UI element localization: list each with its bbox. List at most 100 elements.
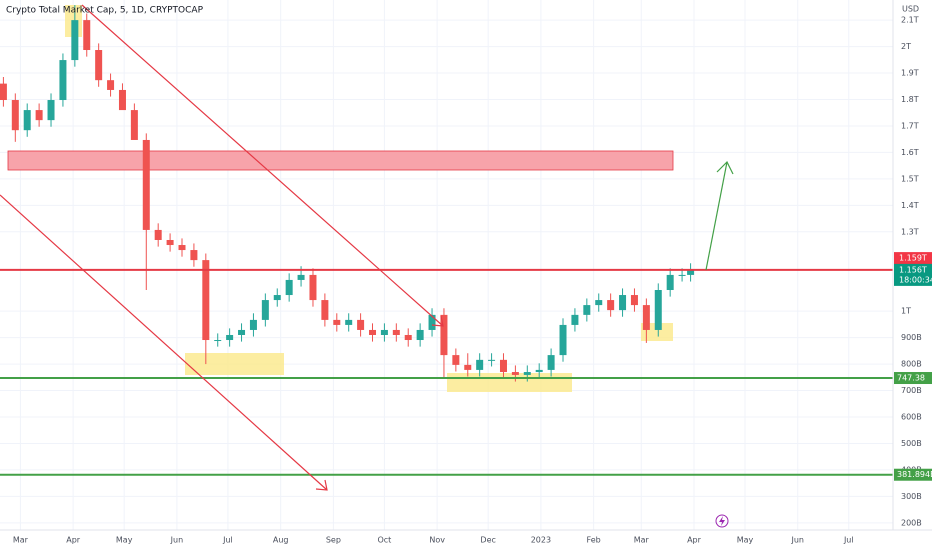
candle-body <box>357 319 365 330</box>
x-tick-label: Mar <box>13 536 29 545</box>
candle-body <box>190 250 198 261</box>
y-tick-label: 500B <box>901 439 922 448</box>
candle-body <box>452 355 460 365</box>
candle-body <box>678 274 686 276</box>
candle-body <box>321 300 329 320</box>
x-tick-label: Sep <box>326 536 341 545</box>
level-tag <box>894 372 932 385</box>
x-tick-label: Feb <box>587 536 601 545</box>
candle-body <box>166 239 174 246</box>
candle-body <box>428 314 436 330</box>
y-tick-label: 1T <box>901 307 911 316</box>
trend-line <box>81 4 444 327</box>
candle-body <box>687 269 695 275</box>
candle-body <box>0 83 7 101</box>
x-tick-label: Oct <box>377 536 391 545</box>
candle-body <box>547 355 555 370</box>
candle-body <box>511 372 519 375</box>
axes: 200B300B400B500B600B700B800B900B1T1.3T1.… <box>13 16 922 545</box>
x-tick-label: Apr <box>66 536 81 545</box>
price-tag <box>894 263 932 286</box>
y-tick-label: 800B <box>901 360 922 369</box>
highlight-box <box>185 353 284 375</box>
candle-body <box>630 295 638 306</box>
y-tick-label: 2.1T <box>901 16 919 25</box>
x-tick-label: Jun <box>790 536 804 545</box>
price-tag-label: 1.156T <box>899 265 927 274</box>
y-tick-label: 700B <box>901 386 922 395</box>
chart-title: Crypto Total Market Cap, 5, 1D, CRYPTOCA… <box>6 6 204 16</box>
candle-body <box>142 139 150 230</box>
countdown: 18:00:34 <box>899 275 932 284</box>
price-tag <box>894 252 932 265</box>
y-tick-label: 1.5T <box>901 174 919 183</box>
candle-body <box>345 319 353 325</box>
x-tick-label: May <box>116 536 133 545</box>
candle-body <box>118 89 126 111</box>
candle-body <box>595 300 603 306</box>
candle-body <box>47 100 55 121</box>
levels <box>0 268 893 476</box>
arrow-head <box>315 479 328 491</box>
x-tick-label: Dec <box>480 536 495 545</box>
candle-body <box>249 319 257 330</box>
x-tick-label: Mar <box>634 536 650 545</box>
candle-body <box>392 329 400 335</box>
candles <box>0 5 695 382</box>
event-icon[interactable] <box>715 514 729 528</box>
level-label: 747.38 <box>897 374 925 383</box>
candle-body <box>178 245 186 251</box>
level-tag <box>894 468 932 481</box>
candle-body <box>107 80 115 90</box>
candle-body <box>35 110 43 121</box>
y-tick-label: 1.3T <box>901 227 919 236</box>
candle-body <box>333 319 341 325</box>
y-unit-label: USD <box>902 5 919 14</box>
candle-body <box>214 340 222 342</box>
x-tick-label: Jun <box>170 536 184 545</box>
candle-body <box>619 295 627 311</box>
candle-body <box>654 290 662 330</box>
x-tick-label: Nov <box>429 536 445 545</box>
price-tag-label: 1.159T <box>899 254 927 263</box>
y-tick-label: 1.9T <box>901 69 919 78</box>
candle-body <box>476 359 484 370</box>
y-tick-label: 1.7T <box>901 121 919 130</box>
candle-body <box>416 329 424 341</box>
trend-arrows <box>0 4 444 491</box>
candle-body <box>297 274 305 280</box>
candle-body <box>523 372 531 375</box>
y-tick-label: 300B <box>901 492 922 501</box>
x-tick-label: Apr <box>687 536 702 545</box>
candle-body <box>23 110 31 131</box>
highlight-box <box>447 373 572 392</box>
candle-body <box>440 314 448 356</box>
candle-body <box>404 334 412 341</box>
trend-line <box>0 194 328 491</box>
candle-body <box>666 274 674 291</box>
candle-body <box>583 305 591 315</box>
candle-body <box>71 20 79 61</box>
candle-body <box>380 329 388 335</box>
y-tick-label: 2T <box>901 42 911 51</box>
x-tick-label: Aug <box>273 536 289 545</box>
candle-body <box>130 110 138 140</box>
candle-body <box>202 260 210 341</box>
candle-body <box>535 369 543 373</box>
candle-body <box>226 334 234 341</box>
candle-body <box>261 300 269 320</box>
level-label: 381.894B <box>897 470 932 479</box>
candle-body <box>571 314 579 325</box>
x-tick-label: May <box>737 536 754 545</box>
candle-body <box>607 300 615 311</box>
y-tick-label: 1.4T <box>901 201 919 210</box>
x-tick-label: Jul <box>222 536 233 545</box>
y-tick-label: 200B <box>901 518 922 527</box>
x-tick-label: Jul <box>843 536 854 545</box>
event-icon-bolt <box>719 516 725 526</box>
resistance-zone <box>7 150 674 171</box>
candle-body <box>642 305 650 330</box>
